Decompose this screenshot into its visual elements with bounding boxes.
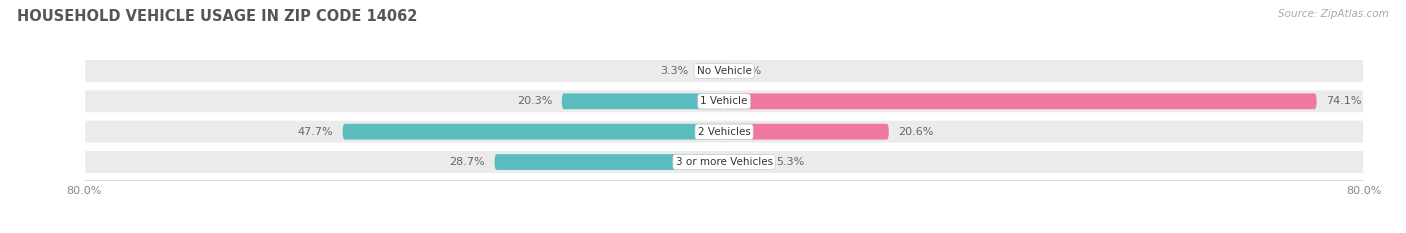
FancyBboxPatch shape: [724, 124, 889, 140]
Text: 3 or more Vehicles: 3 or more Vehicles: [675, 157, 773, 167]
Text: 20.6%: 20.6%: [898, 127, 934, 137]
Text: No Vehicle: No Vehicle: [696, 66, 752, 76]
Text: 47.7%: 47.7%: [298, 127, 333, 137]
FancyBboxPatch shape: [86, 60, 1362, 82]
Text: 20.3%: 20.3%: [517, 96, 553, 106]
Text: 2 Vehicles: 2 Vehicles: [697, 127, 751, 137]
Text: HOUSEHOLD VEHICLE USAGE IN ZIP CODE 14062: HOUSEHOLD VEHICLE USAGE IN ZIP CODE 1406…: [17, 9, 418, 24]
Text: 28.7%: 28.7%: [450, 157, 485, 167]
FancyBboxPatch shape: [86, 151, 1362, 173]
FancyBboxPatch shape: [724, 93, 1316, 109]
Text: 5.3%: 5.3%: [776, 157, 804, 167]
FancyBboxPatch shape: [343, 124, 724, 140]
Text: 0.0%: 0.0%: [734, 66, 762, 76]
Text: 74.1%: 74.1%: [1326, 96, 1362, 106]
FancyBboxPatch shape: [562, 93, 724, 109]
FancyBboxPatch shape: [86, 121, 1362, 143]
FancyBboxPatch shape: [724, 154, 766, 170]
FancyBboxPatch shape: [86, 90, 1362, 112]
Text: 1 Vehicle: 1 Vehicle: [700, 96, 748, 106]
Text: 3.3%: 3.3%: [659, 66, 688, 76]
FancyBboxPatch shape: [495, 154, 724, 170]
FancyBboxPatch shape: [697, 63, 724, 79]
Text: Source: ZipAtlas.com: Source: ZipAtlas.com: [1278, 9, 1389, 19]
